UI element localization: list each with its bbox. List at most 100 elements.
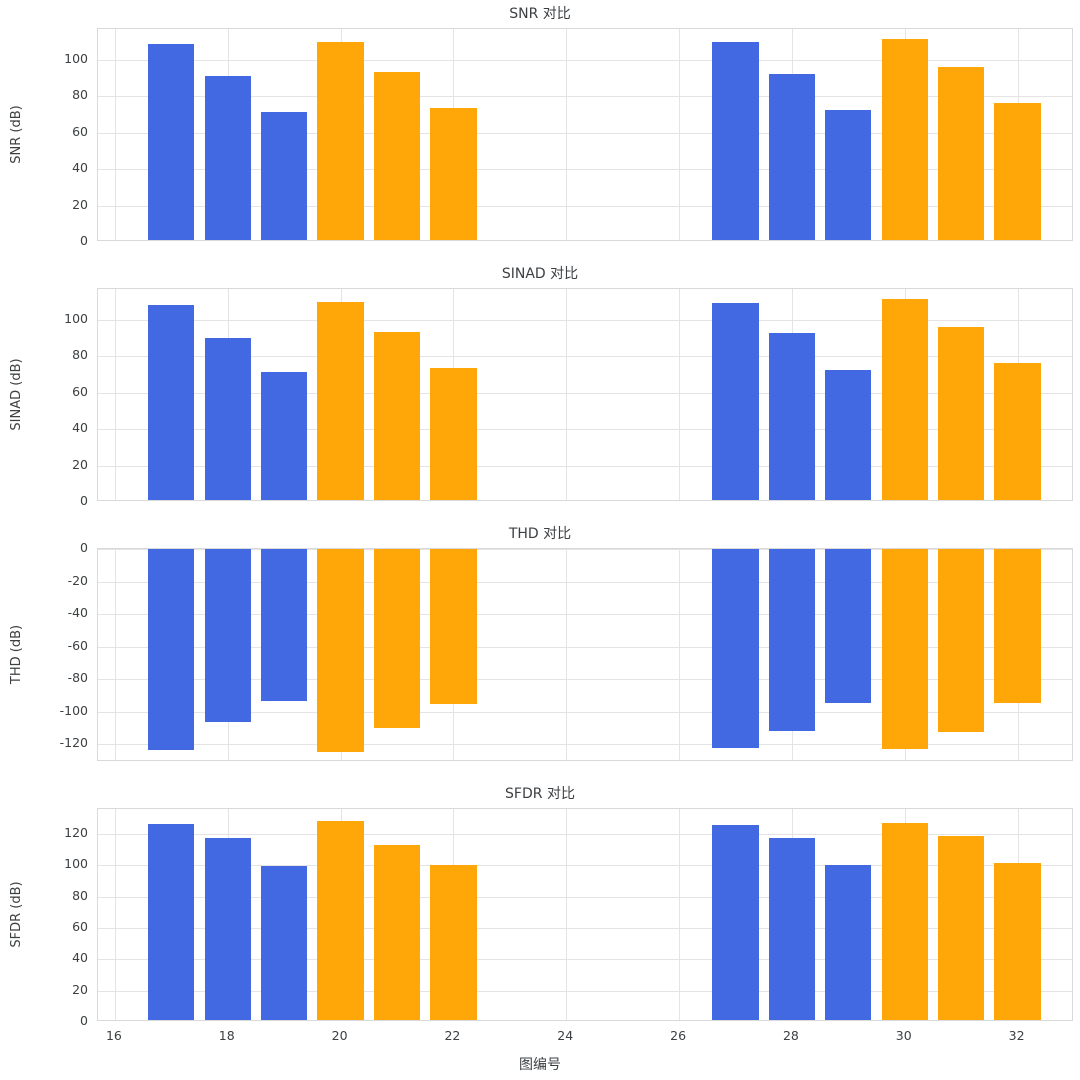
bar [204, 837, 251, 1020]
y-gridline [98, 712, 1072, 713]
bar [825, 109, 872, 240]
x-gridline [566, 809, 567, 1020]
bar [938, 836, 985, 1020]
bar [825, 865, 872, 1020]
y-tick-label: 20 [72, 981, 88, 997]
y-tick-label: 60 [72, 383, 88, 399]
bar [261, 112, 308, 240]
bar [712, 42, 759, 240]
y-gridline [98, 206, 1072, 207]
x-tick-label: 20 [331, 1028, 348, 1043]
x-gridline [566, 29, 567, 240]
bar [768, 73, 816, 240]
bar [148, 549, 195, 751]
y-tick-label: 80 [72, 887, 88, 903]
bar [938, 326, 985, 500]
x-gridline [566, 549, 567, 760]
bar [317, 301, 364, 500]
plot-area-2 [97, 288, 1073, 501]
bar [994, 549, 1041, 704]
x-tick-label: 32 [1008, 1028, 1025, 1043]
y-gridline [98, 466, 1072, 467]
x-gridline [566, 289, 567, 500]
plot-area-3 [97, 548, 1073, 761]
bar [261, 372, 308, 500]
bar [768, 549, 816, 731]
x-tick-label: 30 [895, 1028, 912, 1043]
y-tick-label: 0 [80, 493, 88, 508]
x-tick-label: 28 [782, 1028, 799, 1043]
y-gridline [98, 614, 1072, 615]
y-gridline [98, 865, 1072, 866]
bar [148, 823, 195, 1020]
y-tick-label: 20 [72, 456, 88, 472]
plot-area-1 [97, 28, 1073, 241]
bar [317, 821, 364, 1020]
y-tick-label: 0 [80, 233, 88, 248]
x-tick-label: 26 [670, 1028, 687, 1043]
y-tick-label: -80 [67, 670, 88, 686]
bar [430, 865, 477, 1020]
x-tick-label: 24 [557, 1028, 574, 1043]
bar [373, 71, 421, 240]
y-gridline [98, 169, 1072, 170]
bar [204, 75, 251, 240]
y-gridline [98, 834, 1072, 835]
bar [430, 107, 477, 240]
bar [994, 862, 1041, 1020]
bar [881, 298, 928, 500]
bar [373, 845, 421, 1020]
y-tick-label: 120 [64, 825, 88, 841]
x-axis-label: 图编号 [519, 1057, 561, 1073]
y-gridline [98, 897, 1072, 898]
y-tick-label: 20 [72, 196, 88, 212]
x-gridline [679, 809, 680, 1020]
subplot-title-2: SINAD 对比 [501, 266, 579, 282]
y-tick-label: 80 [72, 347, 88, 363]
bar [712, 302, 759, 500]
y-gridline [98, 393, 1072, 394]
y-tick-label: 0 [80, 1013, 88, 1028]
bar [712, 825, 759, 1020]
x-gridline [115, 809, 116, 1020]
x-tick-label: 18 [218, 1028, 235, 1043]
bar [938, 66, 985, 240]
bar [768, 837, 816, 1020]
bar [204, 337, 251, 500]
y-gridline [98, 679, 1072, 680]
bar [148, 304, 195, 500]
bar [204, 549, 251, 723]
bar [994, 363, 1041, 500]
y-gridline [98, 60, 1072, 61]
subplot-title-3: THD 对比 [508, 526, 572, 542]
x-gridline [679, 549, 680, 760]
y-tick-label: 80 [72, 87, 88, 103]
y-tick-label: -40 [67, 605, 88, 621]
subplot-title-4: SFDR 对比 [505, 786, 575, 802]
y-tick-label: 100 [64, 310, 88, 326]
y-tick-label: 60 [72, 123, 88, 139]
bar [261, 549, 308, 702]
y-tick-label: 60 [72, 919, 88, 935]
x-tick-label: 16 [105, 1028, 122, 1043]
y-gridline [98, 96, 1072, 97]
bar [881, 549, 928, 750]
y-tick-label: 40 [72, 160, 88, 176]
x-gridline [115, 289, 116, 500]
y-tick-label: 40 [72, 420, 88, 436]
bar [261, 866, 308, 1020]
y-gridline [98, 320, 1072, 321]
subplot-title-1: SNR 对比 [509, 6, 571, 22]
bar [317, 41, 364, 240]
y-gridline [98, 582, 1072, 583]
y-tick-label: 0 [80, 540, 88, 555]
bar [768, 332, 816, 500]
y-tick-label: 40 [72, 950, 88, 966]
y-gridline [98, 647, 1072, 648]
bar [881, 38, 928, 240]
y-tick-label: -60 [67, 637, 88, 653]
y-gridline [98, 959, 1072, 960]
y-gridline [98, 429, 1072, 430]
y-gridline [98, 549, 1072, 550]
y-gridline [98, 133, 1072, 134]
